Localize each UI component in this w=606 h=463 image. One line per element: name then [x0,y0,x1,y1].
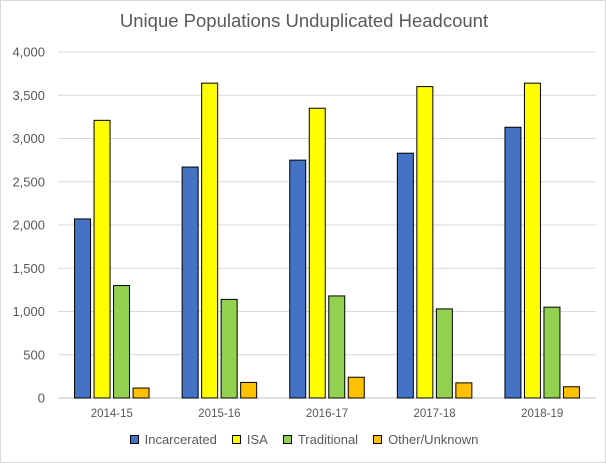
x-tick-label: 2014-15 [91,408,133,420]
bar [543,306,561,399]
x-tick-label: 2015-16 [198,408,240,420]
y-tick-label: 3,000 [12,131,45,146]
legend-swatch [282,435,292,444]
legend-label: Other/Unknown [388,432,479,447]
x-tick-label: 2016-17 [306,408,348,420]
legend-swatch [373,435,383,444]
y-tick-label: 4,000 [12,45,45,60]
bar [113,285,131,399]
bar [240,381,258,399]
y-tick-label: 3,500 [12,88,45,103]
legend-item: Other/Unknown [373,432,478,447]
bar [347,376,365,399]
bar [396,152,414,399]
y-tick-label: 2,000 [12,218,45,233]
legend-label: ISA [246,432,268,447]
bar [220,298,238,399]
bar [74,218,92,399]
y-tick-label: 500 [23,347,45,362]
bar [201,82,219,399]
legend-label: Traditional [297,432,359,447]
bar [504,126,522,399]
x-tick-label: 2017-18 [413,408,455,420]
bar [93,119,111,399]
y-tick-label: 1,000 [12,304,45,319]
legend-item: Traditional [282,432,359,447]
y-tick-label: 1,500 [12,261,45,276]
y-tick-label: 0 [38,391,45,406]
bar [181,166,199,399]
bar [455,382,473,399]
y-tick-label: 2,500 [12,174,45,189]
bar [562,386,580,399]
bar [328,295,346,399]
bar [132,387,150,399]
bar [289,159,307,399]
legend-swatch [129,435,139,444]
x-tick-label: 2018-19 [521,408,563,420]
bar [308,107,326,399]
bar [416,86,434,399]
legend-item: ISA [231,432,268,447]
legend-item: Incarcerated [129,432,217,447]
chart-title: Unique Populations Unduplicated Headcoun… [119,10,489,31]
bar [523,82,541,399]
plot-area: 0 500 1,000 1,500 2,000 2,500 3,000 3,500 4,000 2… [12,45,596,420]
legend-swatch [231,435,241,444]
legend-label: Incarcerated [144,432,217,447]
bar [435,308,453,399]
legend: Incarcerated ISA Traditional Other/Unknown [1,432,606,447]
